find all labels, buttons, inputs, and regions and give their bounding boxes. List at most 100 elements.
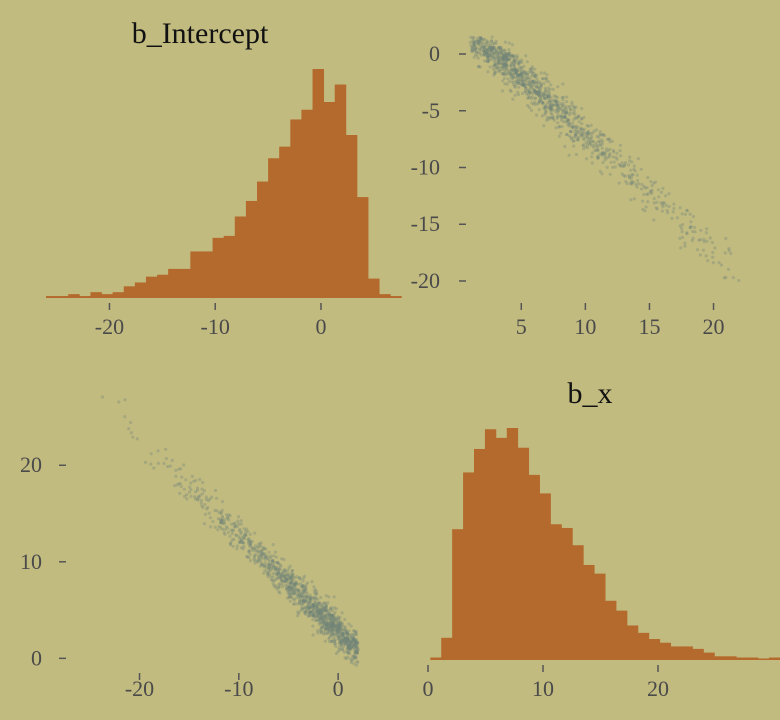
scatter-point — [248, 542, 252, 546]
scatter-point — [477, 51, 481, 55]
scatter-point — [286, 569, 290, 573]
scatter-point — [333, 638, 337, 642]
scatter-point — [526, 70, 530, 75]
scatter-point — [571, 139, 575, 143]
scatter-point — [352, 654, 356, 658]
scatter-point — [618, 143, 623, 147]
scatter-point — [329, 624, 333, 628]
scatter-point — [272, 564, 276, 568]
scatter-point — [528, 91, 533, 95]
x-tick-label: 10 — [574, 314, 596, 339]
scatter-point — [527, 106, 532, 110]
scatter-point — [319, 617, 323, 621]
scatter-point — [354, 639, 358, 643]
scatter-point — [280, 585, 284, 589]
scatter-point — [248, 532, 252, 537]
scatter-point — [342, 642, 347, 646]
scatter-point — [596, 148, 600, 153]
scatter-point — [608, 147, 612, 151]
scatter-point — [337, 637, 341, 641]
scatter-point — [555, 95, 560, 100]
scatter-point — [229, 543, 233, 547]
scatter-point — [334, 644, 338, 648]
scatter-point — [548, 107, 552, 111]
scatter-point — [349, 640, 353, 644]
scatter-point — [315, 603, 319, 607]
scatter-point — [219, 518, 223, 522]
scatter-point — [329, 633, 333, 637]
scatter-point — [327, 611, 331, 616]
scatter-point — [329, 622, 333, 626]
scatter-point — [640, 187, 644, 191]
scatter-point — [331, 616, 335, 620]
scatter-point — [497, 69, 501, 73]
scatter-point — [541, 102, 545, 106]
scatter-point — [538, 96, 542, 101]
scatter-point — [316, 619, 320, 623]
scatter-point — [280, 573, 284, 577]
scatter-point — [538, 81, 543, 85]
scatter-point — [250, 539, 254, 544]
scatter-point — [531, 72, 535, 76]
scatter-point — [283, 576, 287, 580]
scatter-point — [260, 548, 264, 552]
scatter-point — [328, 622, 332, 626]
scatter-point — [569, 136, 573, 140]
scatter-point — [492, 73, 496, 77]
scatter-point — [319, 611, 323, 616]
scatter-point — [332, 612, 336, 616]
scatter-point — [331, 638, 335, 643]
scatter-point — [705, 239, 709, 243]
scatter-point — [596, 147, 600, 151]
scatter-point — [279, 578, 283, 583]
scatter-point — [635, 185, 639, 189]
scatter-point — [474, 47, 478, 51]
scatter-point — [570, 124, 574, 128]
scatter-point — [349, 646, 353, 650]
scatter-point — [244, 529, 248, 534]
scatter-point — [537, 108, 541, 112]
scatter-point — [472, 41, 476, 46]
scatter-point — [514, 60, 518, 64]
scatter-point — [210, 495, 214, 499]
histogram-bar — [484, 429, 497, 660]
scatter-point — [565, 110, 569, 114]
scatter-point — [636, 157, 640, 161]
scatter-point — [275, 567, 279, 571]
scatter-point — [530, 70, 535, 74]
scatter-point — [494, 41, 498, 46]
scatter-point — [491, 45, 495, 49]
scatter-point — [355, 645, 359, 649]
scatter-point — [199, 501, 203, 505]
scatter-point — [586, 124, 591, 128]
scatter-point — [239, 530, 243, 534]
scatter-point — [506, 57, 510, 62]
scatter-point — [640, 182, 644, 186]
scatter-point — [327, 624, 331, 629]
scatter-point — [312, 614, 316, 618]
scatter-point — [304, 606, 308, 610]
scatter-point — [193, 497, 198, 501]
scatter-point — [324, 626, 328, 630]
scatter-point — [247, 548, 251, 553]
scatter-point — [538, 99, 542, 103]
scatter-point — [347, 644, 351, 648]
scatter-point — [237, 522, 241, 526]
scatter-point — [331, 621, 335, 625]
scatter-point — [339, 622, 343, 626]
scatter-point — [711, 261, 716, 265]
scatter-point — [475, 50, 479, 55]
scatter-point — [346, 637, 350, 641]
scatter-point — [351, 643, 355, 647]
scatter-point — [493, 46, 497, 50]
scatter-point — [572, 135, 576, 140]
scatter-point — [340, 643, 344, 647]
scatter-point — [568, 129, 572, 133]
scatter-point — [185, 497, 189, 501]
scatter-point — [541, 77, 545, 81]
scatter-point — [326, 626, 330, 630]
scatter-point — [300, 606, 304, 611]
scatter-point — [272, 583, 276, 587]
scatter-point — [299, 593, 303, 597]
scatter-point — [325, 631, 330, 635]
